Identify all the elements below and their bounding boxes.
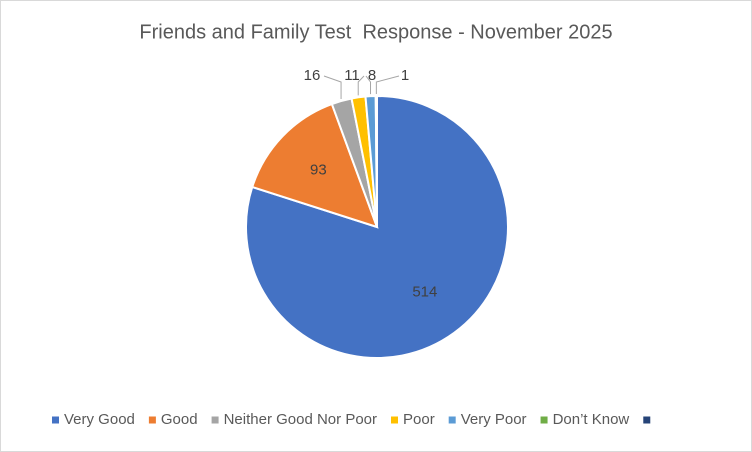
leader-line (365, 75, 372, 95)
pie-slice (374, 94, 378, 228)
legend-swatch (448, 416, 456, 424)
leader-line (357, 75, 365, 96)
pie-slice (250, 102, 379, 229)
legend-label: Don’t Know (553, 411, 630, 428)
data-label: 11 (344, 67, 360, 84)
legend: Very Good Good Neither Good Nor Poor Poor Ve… (52, 411, 651, 428)
data-label: 16 (304, 67, 321, 84)
data-label: 514 (412, 284, 437, 301)
legend-label: Very Good (64, 411, 135, 428)
data-label: 93 (310, 162, 327, 179)
data-label: 1 (401, 67, 409, 84)
legend-swatch (391, 416, 398, 424)
legend-swatch (211, 416, 219, 424)
legend-swatch (540, 416, 548, 424)
legend-label: Neither Good Nor Poor (224, 411, 377, 428)
legend-label: Very Poor (461, 411, 527, 428)
leader-line (323, 75, 342, 99)
pie: 514 93 16 11 8 1 (245, 67, 509, 359)
legend-swatch (643, 416, 651, 424)
leader-line (375, 75, 400, 95)
legend-swatch (148, 416, 156, 424)
legend-swatch (52, 416, 59, 424)
data-label: 8 (368, 67, 376, 84)
legend-label: Good (161, 411, 198, 428)
legend-label: Poor (403, 411, 435, 428)
chart-title: Friends and Family Test Response - Novem… (139, 21, 612, 43)
